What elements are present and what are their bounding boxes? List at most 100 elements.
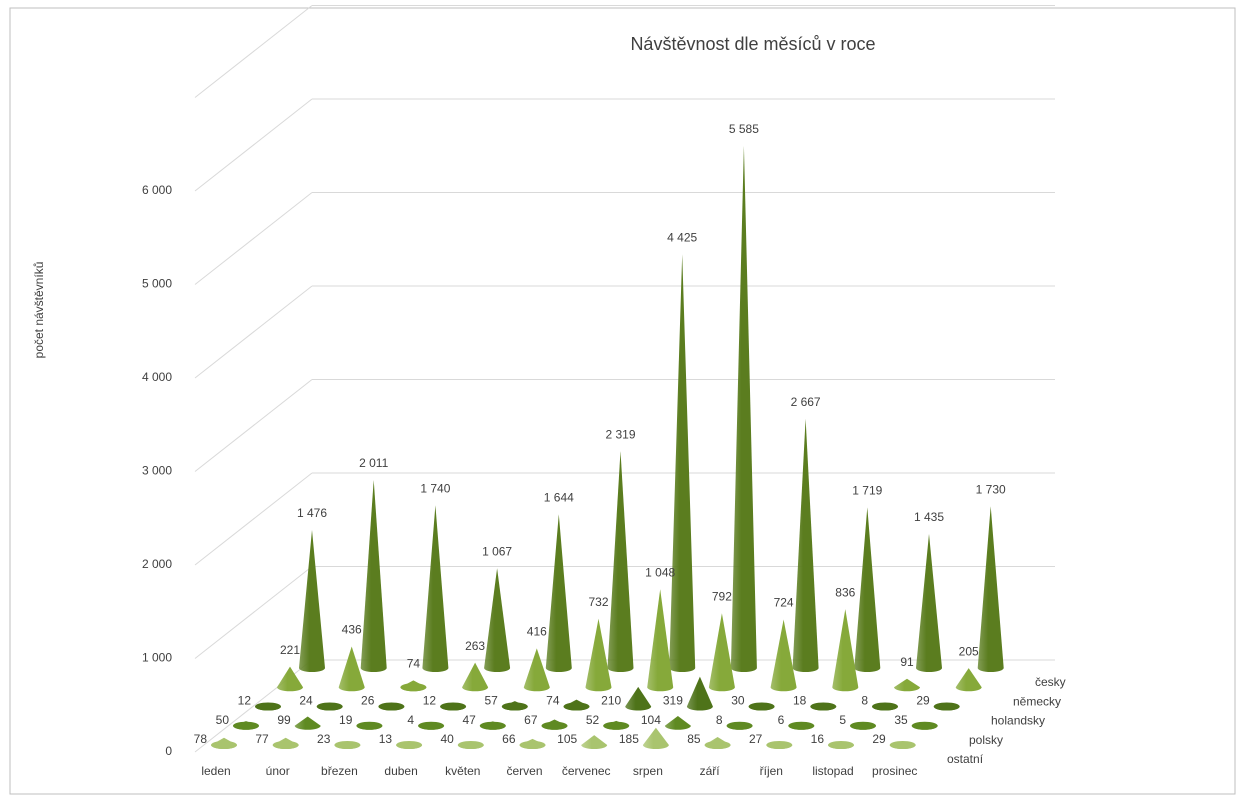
grid-line	[194, 379, 313, 472]
cone	[545, 514, 572, 672]
cone-body	[422, 505, 449, 672]
cone-body	[277, 666, 303, 692]
data-label: 105	[557, 732, 577, 746]
data-label: 416	[527, 625, 547, 639]
data-label: 18	[793, 694, 807, 708]
cone-body	[625, 686, 652, 711]
cone	[563, 699, 590, 711]
data-label: 1 067	[482, 544, 512, 558]
data-label: 30	[731, 694, 745, 708]
cone	[810, 702, 837, 711]
y-tick-label: 4 000	[142, 370, 172, 384]
data-label: 29	[916, 694, 930, 708]
x-tick-label: květen	[445, 764, 480, 778]
cone	[607, 451, 634, 672]
cone-base	[519, 741, 546, 749]
data-label: 67	[524, 713, 538, 727]
x-tick-label: březen	[321, 764, 358, 778]
data-label: 1 740	[420, 481, 450, 495]
data-label: 4	[407, 713, 414, 727]
cone-base	[911, 721, 938, 730]
data-label: 6	[778, 713, 785, 727]
cone-base	[889, 741, 916, 749]
cone-base	[501, 702, 528, 711]
data-label: 74	[407, 657, 421, 671]
cone	[708, 613, 735, 692]
chart-title: Návštěvnost dle měsíců v roce	[630, 34, 875, 54]
cone-base	[563, 702, 590, 711]
data-label: 78	[194, 732, 208, 746]
x-tick-label: leden	[201, 764, 230, 778]
cone	[316, 702, 343, 711]
cone-base	[272, 741, 299, 749]
cone	[233, 721, 259, 730]
cone-body	[977, 506, 1004, 672]
data-label: 1 730	[976, 482, 1006, 496]
cone	[911, 721, 938, 730]
data-label: 1 435	[914, 510, 944, 524]
cone-base	[788, 721, 815, 730]
y-axis-title: počet návštěvníků	[32, 262, 46, 359]
cone-base	[748, 702, 775, 711]
data-label: 19	[339, 713, 353, 727]
cone	[378, 702, 405, 711]
cone-base	[233, 721, 259, 730]
cone	[854, 507, 881, 672]
data-label: 35	[894, 713, 908, 727]
cone	[484, 568, 511, 672]
cone	[277, 666, 303, 692]
cone	[211, 737, 237, 749]
cone	[523, 648, 550, 692]
data-label: 24	[299, 694, 313, 708]
cone-body	[832, 609, 859, 692]
cone-base	[418, 721, 445, 730]
cone	[519, 738, 546, 749]
data-label: 436	[342, 623, 362, 637]
data-label: 50	[216, 713, 230, 727]
legend-label: polsky	[969, 733, 1003, 747]
cone	[832, 609, 859, 692]
grid-line	[194, 192, 313, 285]
grid-line	[194, 98, 313, 192]
data-label: 836	[835, 585, 855, 599]
data-label: 221	[280, 643, 300, 657]
cone	[479, 721, 506, 730]
cone	[704, 737, 731, 749]
cone-body	[299, 529, 325, 672]
x-tick-label: srpen	[633, 764, 663, 778]
data-label: 263	[465, 639, 485, 653]
cone-base	[356, 721, 383, 730]
data-label: 319	[663, 694, 683, 708]
cone	[422, 505, 449, 672]
cone-body	[607, 451, 634, 672]
cone-body	[916, 533, 942, 672]
data-label: 5	[839, 713, 846, 727]
data-label: 13	[379, 732, 393, 746]
cone	[977, 506, 1004, 672]
cone-base	[810, 702, 837, 711]
cone-body	[642, 727, 669, 749]
data-label: 732	[588, 595, 608, 609]
cone-body	[338, 646, 365, 692]
cone	[894, 678, 921, 692]
legend-label: česky	[1035, 675, 1066, 689]
data-label: 2 011	[359, 456, 388, 470]
data-label: 210	[601, 694, 621, 708]
cone	[850, 721, 876, 730]
data-label: 85	[687, 732, 701, 746]
cone-base	[400, 683, 427, 692]
data-label: 5 585	[729, 122, 759, 136]
data-label: 99	[277, 713, 291, 727]
cone	[647, 589, 674, 692]
data-label: 27	[749, 732, 763, 746]
cone-body	[484, 568, 511, 672]
y-tick-label: 5 000	[142, 277, 172, 291]
cone	[916, 533, 942, 672]
data-label: 724	[774, 596, 794, 610]
x-tick-label: prosinec	[872, 764, 917, 778]
data-label: 29	[872, 732, 886, 746]
cone-body	[462, 662, 489, 692]
cone-body	[708, 613, 735, 692]
data-label: 1 048	[645, 565, 675, 579]
